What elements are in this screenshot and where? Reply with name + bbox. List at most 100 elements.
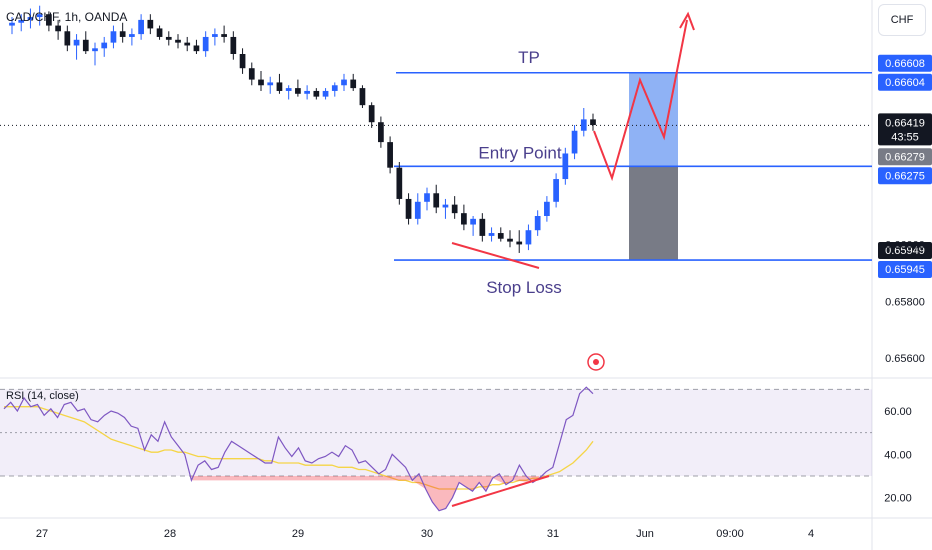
candle-body [258, 79, 264, 86]
candle [304, 85, 310, 100]
candle [507, 230, 513, 248]
candle-body [119, 31, 126, 37]
candle [571, 125, 578, 160]
candle [442, 198, 449, 219]
candle [156, 25, 163, 40]
candle-body [451, 204, 458, 214]
candle [27, 8, 34, 29]
rsi-oversold-fill [191, 476, 540, 511]
candle [580, 108, 587, 137]
candle-body [184, 42, 191, 46]
candle-body [525, 230, 532, 245]
candle [82, 31, 89, 54]
candle-body [230, 36, 237, 54]
candle-body [73, 39, 80, 46]
time-tick: Jun [636, 528, 654, 540]
candle [55, 19, 61, 40]
candle-body [101, 42, 108, 49]
candle [193, 39, 200, 54]
candle [9, 17, 15, 35]
entry-label: Entry Point [478, 143, 561, 162]
candle-body [202, 36, 209, 52]
stop-tag-bottom [878, 261, 932, 279]
candle [590, 113, 596, 131]
candle [36, 5, 43, 26]
candle [331, 82, 338, 97]
rsi-line [3, 386, 594, 512]
candle [92, 42, 98, 66]
candle [553, 173, 559, 208]
entry-tag-top-value: 0.66279 [885, 151, 925, 163]
time-tick: 27 [36, 528, 48, 540]
projection-path[interactable] [593, 19, 688, 182]
candle-body [276, 82, 283, 91]
candle [212, 28, 218, 46]
candle-body [359, 88, 366, 106]
symbol-title[interactable]: CAD/CHF, 1h, OANDA [6, 10, 128, 24]
candle-body [313, 90, 320, 97]
TP-tag-bottom-value: 0.66604 [885, 77, 925, 89]
candle-body [442, 204, 449, 208]
candle-body [341, 79, 347, 86]
candle [285, 85, 292, 100]
candle [239, 48, 246, 74]
candle [451, 196, 458, 219]
candle [414, 193, 421, 225]
candle-body [267, 82, 274, 86]
candle [18, 14, 25, 32]
candle-body [165, 36, 172, 40]
annotations[interactable] [451, 11, 695, 371]
rsi-tick: 40.00 [884, 449, 912, 461]
candle [359, 85, 366, 108]
candle-body [64, 31, 71, 46]
candle-body [433, 193, 440, 208]
projection-arrowhead [679, 11, 695, 31]
horizontal-levels[interactable]: TP Entry Point Stop Loss [0, 48, 872, 297]
candle-body [55, 25, 61, 32]
target-zone [629, 72, 678, 167]
candle-body [350, 79, 357, 89]
candle-body [562, 153, 569, 180]
candle-body [138, 19, 144, 35]
candle [313, 88, 320, 100]
price-tick: 0.65800 [885, 296, 925, 308]
entry-tag-bottom [878, 167, 932, 185]
candle-body [461, 213, 467, 225]
candle [387, 136, 393, 174]
candle [341, 73, 347, 91]
rsi-divergence-trendline[interactable] [451, 475, 550, 507]
candle-body [516, 241, 523, 245]
candle-body [212, 34, 218, 37]
candle-body [27, 17, 34, 20]
price-tick: 0.66000 [885, 239, 925, 251]
candle-body [387, 142, 393, 168]
candle [267, 76, 274, 94]
candle [525, 224, 532, 251]
currency-button[interactable]: CHF [878, 4, 926, 36]
price-trendline[interactable] [451, 242, 540, 269]
candle [230, 31, 237, 60]
candle [350, 73, 357, 91]
candle-body [175, 39, 181, 43]
candle-body [82, 39, 89, 52]
stop-label: Stop Loss [486, 278, 562, 297]
candle-body [534, 216, 541, 231]
candle-body [285, 88, 292, 91]
rsi-indicator [0, 386, 872, 512]
candle [147, 14, 154, 35]
candle-body [571, 130, 578, 154]
candle [405, 193, 412, 225]
rsi-tick: 20.00 [884, 493, 912, 505]
candle-body [396, 167, 403, 199]
candle-body [479, 218, 486, 236]
rsi-tick: 60.00 [884, 406, 912, 418]
candle [248, 62, 255, 86]
axes: 0.66608 0.66604 0.66279 0.66275 0.65949 0.659… [36, 54, 932, 540]
TP-tag-bottom [878, 73, 932, 91]
candle-body [331, 85, 338, 91]
candle-body [110, 31, 117, 43]
candle [46, 11, 52, 32]
rsi-title[interactable]: RSI (14, close) [6, 390, 79, 402]
